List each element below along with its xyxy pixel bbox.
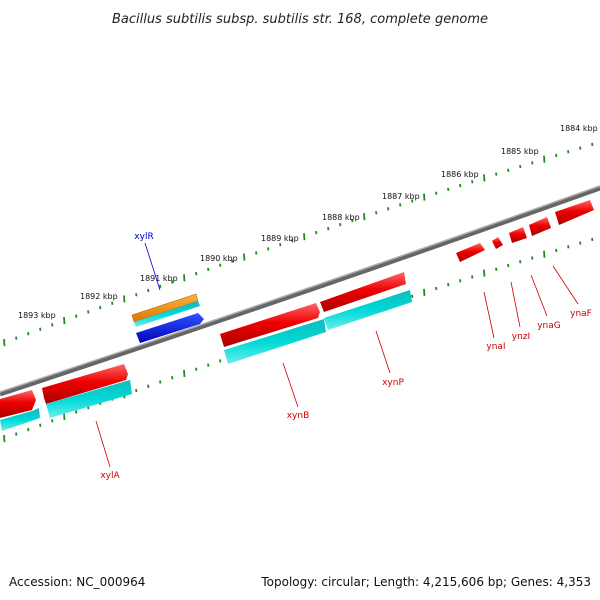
gene-label-xylR[interactable]: xylR [134,232,153,242]
leader-line-xynB [282,362,299,408]
leader-line-ynaG [530,274,548,317]
gene-ynaF[interactable] [555,200,594,225]
scale-label-1886: 1886 kbp [441,170,479,179]
scale-label-1891: 1891 kbp [140,274,178,283]
upper-scale-ruler [3,142,594,347]
gene-label-ynaF[interactable]: ynaF [570,309,592,319]
leader-line-ynaI [483,291,495,339]
gene-ynaI[interactable] [456,243,485,262]
genome-backbone-highlight [0,185,600,393]
scale-label-1884: 1884 kbp [560,124,598,133]
scale-label-1889: 1889 kbp [261,234,299,243]
accession-text: Accession: NC_000964 [9,575,145,589]
scale-label-1885: 1885 kbp [501,147,539,156]
leader-line-xylR [144,242,161,291]
feature-blue-arrow[interactable] [136,313,204,343]
map-title: Bacillus subtilis subsp. subtilis str. 1… [112,12,488,27]
leader-line-xynP [375,330,391,374]
gene-ynaG[interactable] [529,217,551,236]
scale-label-1892: 1892 kbp [80,292,118,301]
gene-label-ynzI[interactable]: ynzI [512,332,530,342]
gene-xylR[interactable] [131,293,200,327]
genome-backbone [0,185,600,397]
scale-label-1888: 1888 kbp [322,213,360,222]
scale-label-1893: 1893 kbp [18,311,56,320]
gene-label-xylA[interactable]: xylA [100,471,120,481]
scale-label-1887: 1887 kbp [382,192,420,201]
leader-line-ynzI [510,281,521,328]
gene-xylA[interactable] [0,364,132,431]
gene-label-xynB[interactable]: xynB [287,411,310,421]
gene-xynB[interactable] [220,303,326,364]
gene-label-ynaG[interactable]: ynaG [537,321,561,331]
gene-xynP[interactable] [320,272,412,330]
scale-label-1890: 1890 kbp [200,254,238,263]
leader-line-ynaF [552,265,579,305]
gene-ynaG-a[interactable] [509,227,527,243]
leader-line-xylA [95,420,111,468]
gene-label-ynaI[interactable]: ynaI [486,342,505,352]
gene-label-xynP[interactable]: xynP [382,378,404,388]
gene-ynzI[interactable] [492,237,503,249]
genome-summary-text: Topology: circular; Length: 4,215,606 bp… [260,575,591,589]
